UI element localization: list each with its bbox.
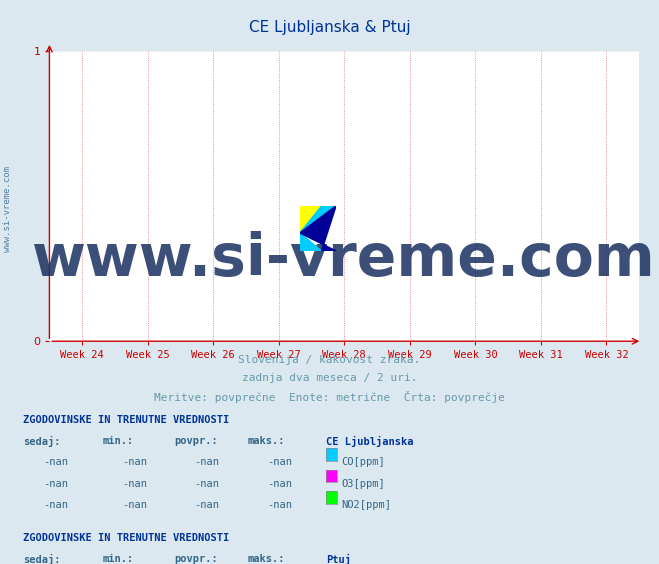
Polygon shape bbox=[300, 233, 322, 251]
Text: zadnja dva meseca / 2 uri.: zadnja dva meseca / 2 uri. bbox=[242, 373, 417, 384]
Text: -nan: -nan bbox=[43, 479, 68, 489]
Text: CE Ljubljanska: CE Ljubljanska bbox=[326, 436, 414, 447]
Text: -nan: -nan bbox=[43, 500, 68, 510]
Text: www.si-vreme.com: www.si-vreme.com bbox=[32, 231, 656, 288]
Text: maks.:: maks.: bbox=[247, 436, 285, 446]
Text: sedaj:: sedaj: bbox=[23, 554, 61, 564]
Polygon shape bbox=[300, 206, 336, 251]
Text: min.:: min.: bbox=[102, 436, 133, 446]
Text: -nan: -nan bbox=[267, 457, 292, 468]
Text: -nan: -nan bbox=[122, 500, 147, 510]
Text: -nan: -nan bbox=[122, 479, 147, 489]
Text: povpr.:: povpr.: bbox=[175, 436, 218, 446]
Text: min.:: min.: bbox=[102, 554, 133, 564]
Text: Ptuj: Ptuj bbox=[326, 554, 351, 564]
Polygon shape bbox=[300, 206, 336, 233]
Text: -nan: -nan bbox=[194, 500, 219, 510]
Text: O3[ppm]: O3[ppm] bbox=[341, 479, 385, 489]
Text: -nan: -nan bbox=[267, 479, 292, 489]
Text: www.si-vreme.com: www.si-vreme.com bbox=[3, 166, 13, 252]
Text: maks.:: maks.: bbox=[247, 554, 285, 564]
Text: -nan: -nan bbox=[267, 500, 292, 510]
Text: Slovenija / kakovost zraka.: Slovenija / kakovost zraka. bbox=[239, 355, 420, 365]
Text: povpr.:: povpr.: bbox=[175, 554, 218, 564]
Text: sedaj:: sedaj: bbox=[23, 436, 61, 447]
Text: ZGODOVINSKE IN TRENUTNE VREDNOSTI: ZGODOVINSKE IN TRENUTNE VREDNOSTI bbox=[23, 415, 229, 425]
Text: CO[ppm]: CO[ppm] bbox=[341, 457, 385, 468]
Polygon shape bbox=[300, 206, 322, 233]
Text: -nan: -nan bbox=[122, 457, 147, 468]
Text: NO2[ppm]: NO2[ppm] bbox=[341, 500, 391, 510]
Text: -nan: -nan bbox=[194, 479, 219, 489]
Text: ZGODOVINSKE IN TRENUTNE VREDNOSTI: ZGODOVINSKE IN TRENUTNE VREDNOSTI bbox=[23, 533, 229, 543]
Text: CE Ljubljanska & Ptuj: CE Ljubljanska & Ptuj bbox=[248, 20, 411, 35]
Text: -nan: -nan bbox=[194, 457, 219, 468]
Text: Meritve: povprečne  Enote: metrične  Črta: povprečje: Meritve: povprečne Enote: metrične Črta:… bbox=[154, 391, 505, 403]
Text: -nan: -nan bbox=[43, 457, 68, 468]
